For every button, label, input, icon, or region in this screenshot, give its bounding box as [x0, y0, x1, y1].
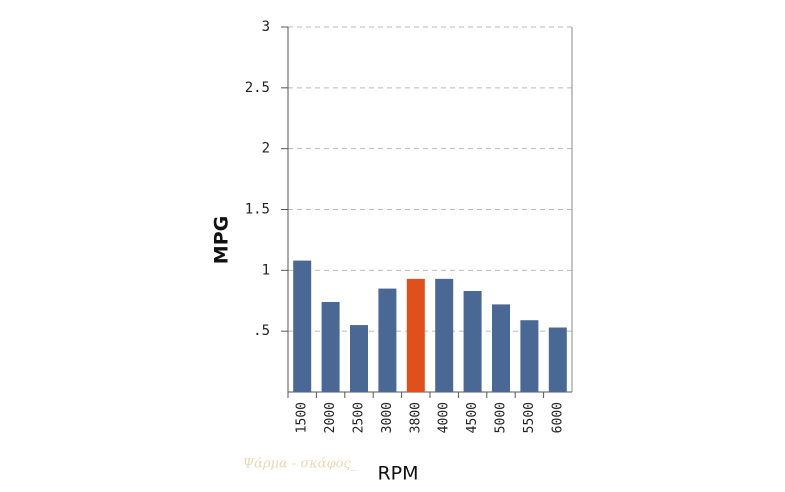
x-tick-label: 3000 [380, 402, 395, 433]
bar [548, 327, 567, 392]
y-tick-label: 2 [262, 141, 270, 157]
watermark: Ψάρμα - σκάφος_ [243, 457, 358, 472]
bar [321, 301, 340, 392]
x-tick-label: 1500 [295, 402, 310, 433]
bar [293, 260, 312, 392]
x-tick-label: 6000 [550, 402, 565, 433]
x-tick-label: 5500 [522, 402, 537, 433]
y-tick-label: 2.5 [245, 80, 270, 96]
bar [378, 288, 397, 392]
bar [463, 291, 482, 392]
bar [492, 304, 510, 392]
x-tick-label: 2000 [323, 402, 338, 433]
bar [406, 278, 425, 392]
x-tick-label: 4500 [465, 402, 480, 433]
x-tick-label: 2500 [352, 402, 367, 433]
bar [520, 320, 539, 392]
y-tick-label: .5 [253, 323, 270, 339]
x-tick-label: 5000 [494, 402, 509, 433]
y-tick-label: 3 [262, 19, 270, 35]
y-axis-title: MPG [211, 216, 233, 264]
y-tick-label: 1 [262, 262, 270, 278]
y-tick-label: 1.5 [245, 202, 270, 218]
x-tick-label: 4000 [437, 402, 452, 433]
x-axis-title: RPM [377, 463, 418, 485]
x-tick-label: 3800 [408, 402, 423, 433]
bar [350, 325, 368, 392]
bar [435, 278, 454, 392]
